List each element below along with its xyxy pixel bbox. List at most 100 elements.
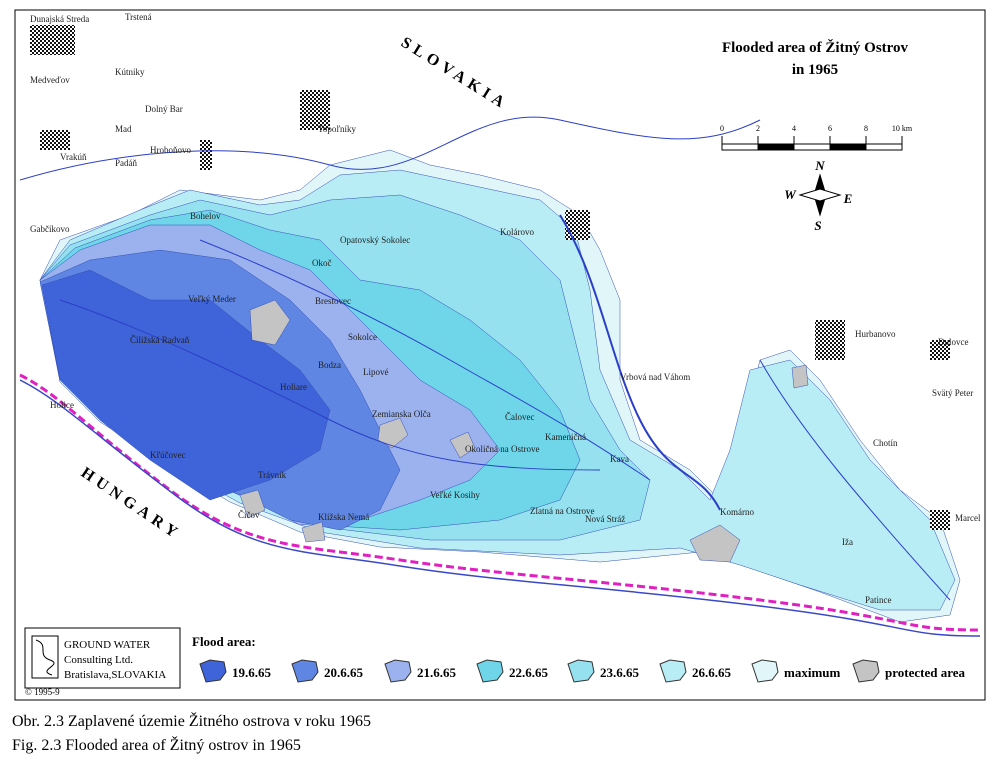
place-label: Dolný Bar bbox=[145, 104, 183, 114]
danube bbox=[19, 379, 981, 637]
logo-mark bbox=[31, 635, 59, 679]
place-label: Dulovce bbox=[938, 337, 969, 347]
towns bbox=[30, 25, 950, 530]
scale-segment bbox=[865, 143, 903, 151]
compass-label: E bbox=[843, 191, 853, 206]
place-label: Nová Stráž bbox=[585, 514, 625, 524]
legend-swatch bbox=[291, 659, 319, 683]
place-label: Veľké Kosihy bbox=[430, 490, 480, 500]
compass-label: N bbox=[814, 158, 825, 173]
protected-area bbox=[449, 431, 476, 459]
place-label: Mad bbox=[115, 124, 132, 134]
state-border bbox=[19, 373, 981, 632]
legend-label: 26.6.65 bbox=[692, 665, 732, 680]
caption: Fig. 2.3 Flooded area of Žitný ostrov in… bbox=[12, 735, 301, 754]
legend-label: maximum bbox=[784, 665, 841, 680]
scale-label: 10 km bbox=[892, 124, 913, 133]
place-label: Zemianska Olča bbox=[372, 409, 431, 419]
place-label: Kava bbox=[610, 454, 629, 464]
logo-text: Consulting Ltd. bbox=[64, 654, 133, 666]
place-label: Zlatná na Ostrove bbox=[530, 506, 594, 516]
place-label: Trávnik bbox=[258, 470, 287, 480]
place-label: Kľúčovec bbox=[150, 450, 186, 460]
canal bbox=[199, 239, 651, 481]
place-label: Bohelov bbox=[190, 211, 221, 221]
place-label: Gabčíkovo bbox=[30, 224, 70, 234]
place-label: Veľký Meder bbox=[188, 294, 236, 304]
place-label: Opatovský Sokolec bbox=[340, 235, 410, 245]
protected-area bbox=[791, 364, 809, 389]
town bbox=[815, 320, 845, 360]
protected-area bbox=[689, 524, 741, 563]
compass: N W E S bbox=[784, 158, 852, 233]
river bbox=[759, 359, 951, 601]
town bbox=[40, 130, 70, 150]
place-label: Čalovec bbox=[505, 412, 535, 422]
place-label: Okoč bbox=[312, 258, 332, 268]
legend-swatch bbox=[567, 659, 595, 683]
protected-area bbox=[301, 521, 326, 543]
place-label: Patince bbox=[865, 595, 892, 605]
legend-label: 20.6.65 bbox=[324, 665, 364, 680]
scale-segment bbox=[757, 143, 795, 151]
legend-swatch bbox=[751, 659, 779, 683]
scale-segment bbox=[721, 143, 759, 151]
legend-label: 23.6.65 bbox=[600, 665, 640, 680]
river bbox=[19, 116, 761, 181]
caption: Obr. 2.3 Zaplavené územie Žitného ostrov… bbox=[12, 711, 371, 730]
place-label: Padáň bbox=[115, 158, 137, 168]
place-label: Sokolce bbox=[348, 332, 377, 342]
place-label: Vrbová nad Váhom bbox=[620, 372, 690, 382]
copyright: © 1995-9 bbox=[25, 687, 60, 697]
place-label: Svätý Peter bbox=[932, 388, 973, 398]
place-label: Medveďov bbox=[30, 75, 70, 85]
protected-area bbox=[249, 299, 291, 346]
place-labels: Dunajská Streda Gabčíkovo Veľký Meder Kolár… bbox=[30, 12, 981, 605]
place-label: Holiare bbox=[280, 382, 307, 392]
legend-label: 19.6.65 bbox=[232, 665, 272, 680]
place-label: Trstená bbox=[125, 12, 152, 22]
scale-label: 4 bbox=[792, 124, 796, 133]
compass-label: W bbox=[784, 187, 797, 202]
logo-text: GROUND WATER bbox=[64, 639, 151, 651]
place-label: Hroboňovo bbox=[150, 145, 191, 155]
place-label: Bodza bbox=[318, 360, 341, 370]
place-label: Kameničná bbox=[545, 432, 586, 442]
title: Flooded area of Žitný Ostrov bbox=[722, 39, 909, 56]
canal bbox=[59, 299, 601, 471]
place-label: Komárno bbox=[720, 507, 754, 517]
flood-zone bbox=[41, 269, 331, 501]
scale-bar: 0 2 4 6 10 km 8 bbox=[720, 124, 913, 151]
rivers bbox=[19, 116, 951, 601]
legend-label: 21.6.65 bbox=[417, 665, 457, 680]
protected-area bbox=[239, 489, 266, 519]
river bbox=[559, 214, 721, 511]
scale-label: 0 bbox=[720, 124, 724, 133]
logo: GROUND WATER Consulting Ltd. Bratislava,… bbox=[24, 627, 181, 689]
place-label: Klížska Nemá bbox=[318, 512, 369, 522]
place-label: Kolárovo bbox=[500, 227, 534, 237]
town bbox=[30, 25, 75, 55]
town bbox=[565, 210, 590, 240]
town bbox=[300, 90, 330, 130]
place-label: Iža bbox=[842, 537, 853, 547]
protected-area bbox=[377, 417, 409, 449]
place-label: Okoličná na Ostrove bbox=[465, 444, 539, 454]
place-label: Číčov bbox=[238, 510, 260, 520]
place-label: Topoľníky bbox=[318, 124, 357, 134]
place-label: Chotín bbox=[873, 438, 898, 448]
town bbox=[930, 340, 950, 360]
logo-text: Bratislava,SLOVAKIA bbox=[64, 669, 166, 681]
town bbox=[930, 510, 950, 530]
place-label: Kútniky bbox=[115, 67, 145, 77]
place-label: Vrakúň bbox=[60, 152, 87, 162]
title: in 1965 bbox=[792, 62, 838, 78]
place-label: Hurbanovo bbox=[855, 329, 896, 339]
scale-segment bbox=[793, 143, 831, 151]
place-label: Brestovec bbox=[315, 296, 351, 306]
place-label: Čiližská Radvaň bbox=[130, 335, 190, 345]
legend-label: protected area bbox=[885, 665, 966, 680]
legend-swatch bbox=[852, 659, 880, 683]
scale-label: 6 bbox=[828, 124, 832, 133]
